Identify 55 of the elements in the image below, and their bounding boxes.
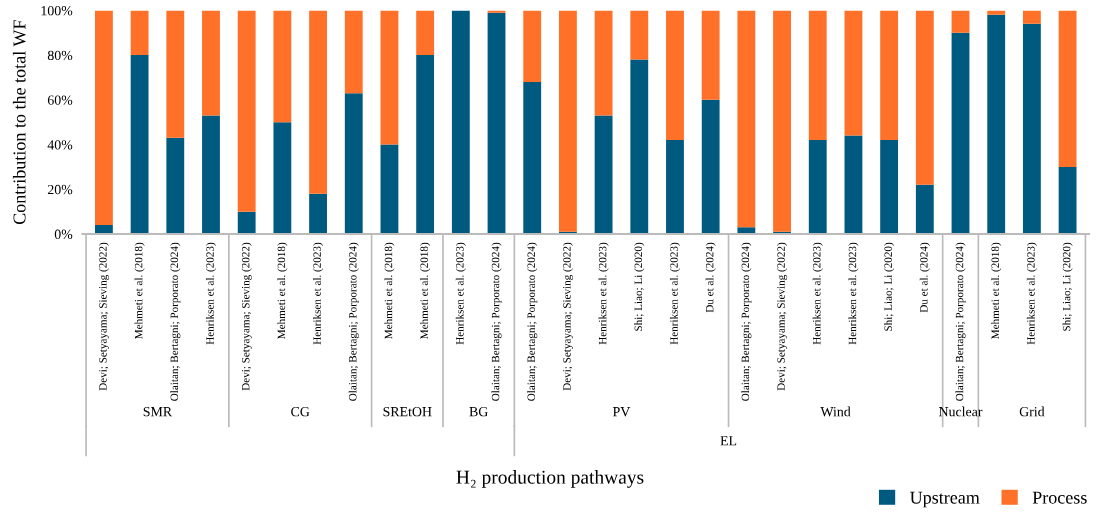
bar	[237, 10, 256, 212]
bar	[202, 115, 220, 234]
bar	[1022, 23, 1041, 234]
bar	[666, 140, 684, 234]
bar	[344, 10, 363, 94]
bar	[701, 10, 720, 100]
bar	[344, 93, 363, 234]
bar	[309, 10, 327, 194]
bar	[808, 140, 827, 234]
bar	[1058, 166, 1077, 234]
bar	[915, 10, 934, 185]
bar	[880, 140, 899, 234]
bar	[1058, 10, 1077, 167]
bar	[808, 10, 827, 141]
bar	[523, 10, 542, 82]
bar	[915, 184, 934, 234]
bar	[951, 32, 970, 234]
bar	[594, 115, 613, 234]
bar	[202, 10, 220, 116]
bar	[130, 55, 149, 234]
y-axis-title: Contribution to the total WF	[12, 20, 26, 225]
bar	[166, 137, 185, 234]
bar	[987, 14, 1006, 234]
bar	[273, 122, 292, 234]
bar	[594, 10, 613, 116]
bar	[94, 10, 113, 226]
bar	[630, 59, 649, 234]
bar	[237, 211, 256, 234]
bar	[844, 10, 863, 136]
bar	[523, 81, 542, 234]
bar	[1022, 10, 1041, 24]
bar	[737, 10, 756, 228]
bar	[701, 99, 720, 234]
bar	[773, 10, 791, 232]
legend-label: Upstream	[910, 491, 980, 508]
bar	[94, 225, 113, 234]
bar	[451, 10, 470, 234]
bar	[737, 227, 756, 234]
bar	[416, 55, 435, 234]
bar	[558, 10, 577, 232]
bar	[951, 10, 970, 33]
bar	[416, 10, 435, 56]
x-axis-title: H₂ production pathways	[456, 470, 644, 488]
bar	[309, 193, 327, 234]
bar	[487, 12, 506, 234]
bar	[844, 135, 863, 234]
bar	[880, 10, 899, 141]
bar	[630, 10, 649, 60]
legend-label: Process	[1032, 491, 1087, 504]
bar	[380, 144, 399, 234]
bar	[380, 10, 399, 145]
bar	[666, 10, 684, 141]
bar	[130, 10, 149, 56]
bar	[273, 10, 292, 123]
bar	[166, 10, 185, 138]
